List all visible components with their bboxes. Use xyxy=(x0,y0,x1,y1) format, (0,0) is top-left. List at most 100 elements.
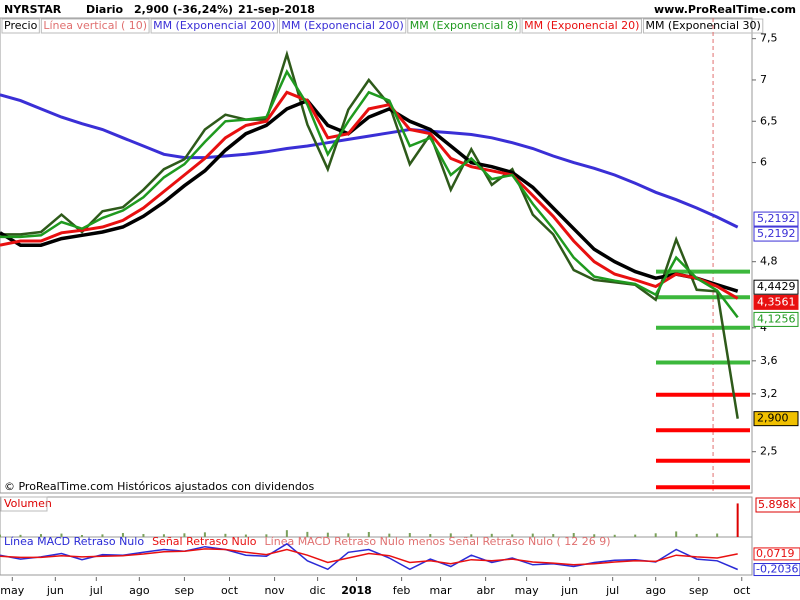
volume-bar xyxy=(531,533,534,537)
volume-bar xyxy=(593,534,596,537)
volume-bar xyxy=(224,533,227,537)
legend-entry: MM (Exponencial 200) xyxy=(281,19,403,32)
volume-bar xyxy=(613,534,616,537)
x-tick-label: ago xyxy=(129,584,150,597)
volume-bar xyxy=(449,533,452,537)
main-panel xyxy=(0,17,753,494)
last-value-label: 2,900 xyxy=(757,412,789,425)
series-line xyxy=(0,49,739,419)
x-tick-label: oct xyxy=(733,584,751,597)
volume-bar xyxy=(388,533,391,537)
volume-bar xyxy=(162,534,165,537)
y-tick-label: 7,5 xyxy=(760,32,778,45)
site: www.ProRealTime.com xyxy=(654,3,796,16)
volume-bar xyxy=(716,533,719,537)
legend-box xyxy=(1,18,40,34)
macd-line xyxy=(0,548,738,566)
legend-box xyxy=(40,18,150,34)
x-tick-label: feb xyxy=(393,584,411,597)
x-tick-label: ago xyxy=(645,584,666,597)
legend-entry: Línea MACD Retraso Nulo menos Señal Retr… xyxy=(265,535,611,548)
volume-bar xyxy=(695,533,698,537)
y-tick-label: 4 xyxy=(760,321,767,334)
last-value-box xyxy=(753,211,799,227)
volume-bar xyxy=(490,533,493,537)
legend-entry: MM (Exponencial 200) xyxy=(153,19,275,32)
volume-bar xyxy=(39,534,42,537)
last-value-box xyxy=(753,547,800,561)
legend-entry: Precio xyxy=(4,19,38,32)
x-tick-label: jun xyxy=(46,584,64,597)
last-value-label: 4,3561 xyxy=(757,295,796,308)
volume-bar xyxy=(552,534,555,537)
volume-bar xyxy=(429,534,432,537)
volume-bar xyxy=(736,503,739,537)
last-value-box xyxy=(753,226,799,242)
volume-bar xyxy=(80,535,83,537)
legend-entry: Línea MACD Retraso Nulo xyxy=(4,535,144,548)
series-line xyxy=(0,98,739,293)
macd-panel xyxy=(0,536,753,576)
y-tick-label: 2,5 xyxy=(760,445,778,458)
y-tick-label: 3,6 xyxy=(760,354,778,367)
y-tick-label: 4,8 xyxy=(760,255,778,268)
volume-bar xyxy=(634,534,637,537)
series-line xyxy=(0,69,739,319)
volume-bar xyxy=(183,533,186,537)
panel-title: Volumen xyxy=(4,497,52,510)
volume-bar xyxy=(572,533,575,537)
volume-bar xyxy=(265,534,268,537)
last-value-box xyxy=(753,294,799,310)
legend-box xyxy=(521,18,642,34)
period: Diario xyxy=(86,3,124,16)
last-value-box xyxy=(755,497,800,513)
x-tick-label: may xyxy=(515,584,539,597)
legend-box xyxy=(150,18,278,34)
last-value-box xyxy=(753,563,800,577)
volume-bar xyxy=(19,534,22,537)
x-tick-label: jun xyxy=(560,584,578,597)
footer: © ProRealTime.com Históricos ajustados c… xyxy=(4,480,315,493)
legend-entry: MM (Exponencial 30) xyxy=(645,19,760,32)
y-tick-label: 3,2 xyxy=(760,387,778,400)
volume-bar xyxy=(675,531,678,537)
legend-entry: Señal Retraso Nulo xyxy=(152,535,257,548)
y-tick-label: 7 xyxy=(760,73,767,86)
volume-bar xyxy=(326,532,329,537)
x-tick-label: sep xyxy=(175,584,194,597)
volume-bar xyxy=(60,533,63,537)
volume-bar xyxy=(142,534,145,537)
volume-bar xyxy=(285,530,288,537)
x-tick-label: sep xyxy=(689,584,708,597)
legend-box xyxy=(407,18,521,34)
x-tick-label: abr xyxy=(476,584,495,597)
x-tick-label: nov xyxy=(264,584,285,597)
x-tick-label: dic xyxy=(310,584,326,597)
last-value-box xyxy=(753,279,799,295)
volume-bar xyxy=(367,531,370,537)
last-value-label: 5,2192 xyxy=(757,227,796,240)
y-tick-label: 6,5 xyxy=(760,114,778,127)
x-tick-label: may xyxy=(0,584,24,597)
panel-title-box xyxy=(0,496,48,512)
legend-box xyxy=(278,18,407,34)
symbol: NYRSTAR xyxy=(4,3,62,16)
legend-entry: Línea vertical ( 10) xyxy=(43,19,147,32)
x-tick-label: jul xyxy=(89,584,103,597)
last-price: 2,900 (-36,24%) xyxy=(134,3,233,16)
last-value-label: 4,4429 xyxy=(757,280,796,293)
volume-bar xyxy=(244,534,247,537)
last-value-label: 5,2192 xyxy=(757,212,796,225)
volume-bar xyxy=(408,533,411,537)
x-tick-label: jul xyxy=(605,584,619,597)
legend-entry: MM (Exponencial 20) xyxy=(524,19,639,32)
date: 21-sep-2018 xyxy=(238,3,315,16)
last-value-box xyxy=(753,411,799,427)
volume-bar xyxy=(654,533,657,537)
x-tick-label: oct xyxy=(221,584,239,597)
series-line xyxy=(0,90,739,300)
last-value-label: 0,0719 xyxy=(756,547,795,560)
last-value-label: 4,1256 xyxy=(757,312,796,325)
